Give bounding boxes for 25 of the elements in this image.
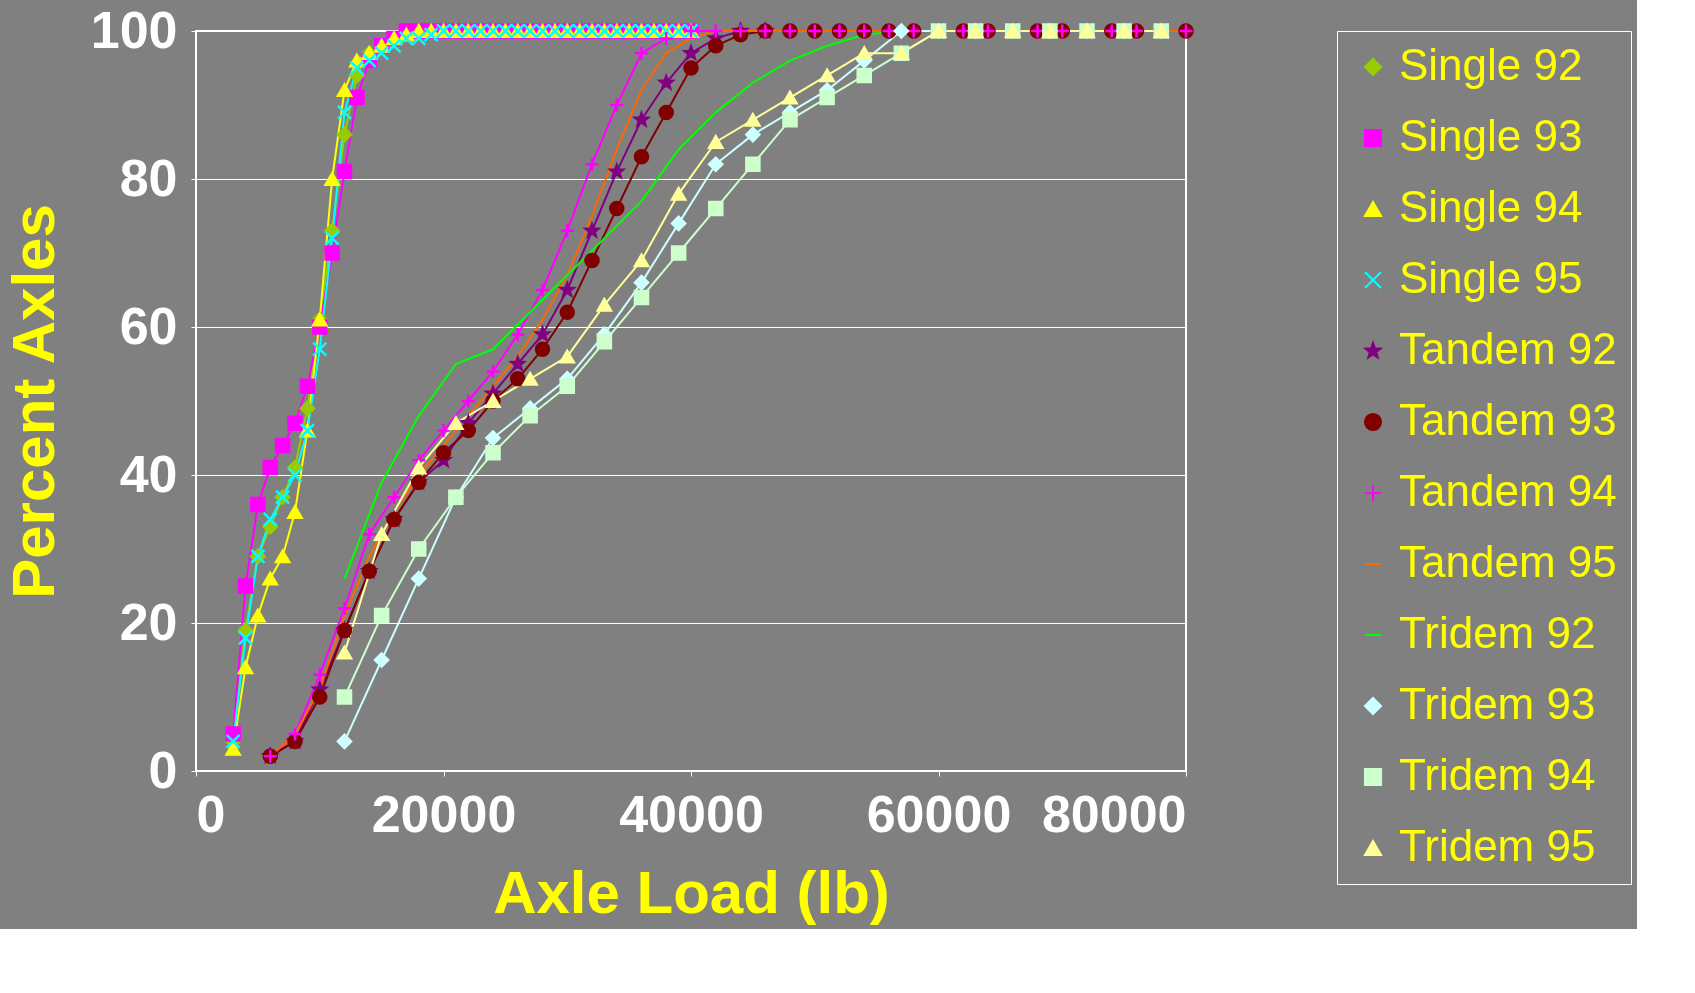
legend-label: Tridem 92 <box>1399 608 1596 657</box>
legend-label: Tandem 94 <box>1399 466 1617 515</box>
y-tick-label: 100 <box>90 0 178 59</box>
x-tick-label: 60000 <box>866 784 1012 843</box>
x-tick-label: 0 <box>196 784 226 843</box>
legend-label: Tridem 94 <box>1399 750 1596 799</box>
legend-label: Single 93 <box>1399 111 1583 160</box>
y-tick-label: 20 <box>119 592 178 651</box>
y-tick-label: 0 <box>148 740 178 799</box>
y-axis-title: Percent Axles <box>0 204 67 599</box>
x-tick-label: 20000 <box>371 784 517 843</box>
y-tick-label: 80 <box>119 148 178 207</box>
legend-label: Single 94 <box>1399 182 1583 231</box>
y-tick-label: 40 <box>119 444 178 503</box>
legend-label: Tandem 95 <box>1399 537 1617 586</box>
x-axis-title: Axle Load (lb) <box>493 858 890 926</box>
x-tick-label: 40000 <box>619 784 764 843</box>
x-tick-label: 80000 <box>1041 784 1187 843</box>
legend-label: Single 95 <box>1399 253 1583 302</box>
legend-label: Tandem 93 <box>1399 395 1617 444</box>
legend-label: Tandem 92 <box>1399 324 1617 373</box>
y-tick-label: 60 <box>119 296 178 355</box>
legend-label: Tridem 95 <box>1399 821 1596 870</box>
legend-label: Tridem 93 <box>1399 679 1596 728</box>
legend-label: Single 92 <box>1399 40 1583 89</box>
